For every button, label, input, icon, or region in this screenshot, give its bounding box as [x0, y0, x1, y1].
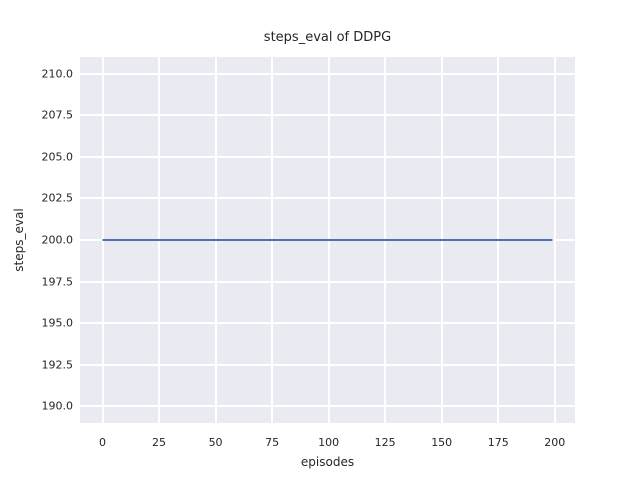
- y-tick-label: 202.5: [41, 191, 74, 205]
- x-tick-label: 100: [318, 436, 340, 449]
- y-gridline: [80, 114, 575, 117]
- x-axis-label: episodes: [300, 455, 355, 469]
- y-gridline: [80, 72, 575, 75]
- line-series-canvas: [102, 239, 553, 241]
- y-gridline: [80, 280, 575, 283]
- plot-area: [80, 57, 575, 423]
- y-tick-label: 192.5: [41, 358, 74, 372]
- x-tick-label: 75: [265, 436, 280, 449]
- x-tick-label: 125: [374, 436, 396, 449]
- x-tick-label: 25: [152, 436, 167, 449]
- y-tick-label: 195.0: [41, 316, 74, 330]
- y-tick-label: 210.0: [41, 67, 74, 81]
- x-tick-label: 50: [208, 436, 223, 449]
- x-tick-label: 175: [487, 436, 509, 449]
- x-tick-label: 0: [99, 436, 106, 449]
- x-tick-label: 200: [544, 436, 566, 449]
- y-tick-label: 207.5: [41, 108, 74, 122]
- y-gridline: [80, 197, 575, 200]
- y-gridline: [80, 155, 575, 158]
- chart-title: steps_eval of DDPG: [263, 30, 392, 45]
- y-tick-label: 197.5: [41, 275, 74, 289]
- x-tick-label: 150: [431, 436, 453, 449]
- y-gridline: [80, 363, 575, 366]
- y-gridline: [80, 405, 575, 408]
- y-tick-label: 200.0: [41, 233, 74, 247]
- y-tick-label: 205.0: [41, 150, 74, 164]
- y-tick-label: 190.0: [41, 399, 74, 413]
- y-gridline: [80, 322, 575, 325]
